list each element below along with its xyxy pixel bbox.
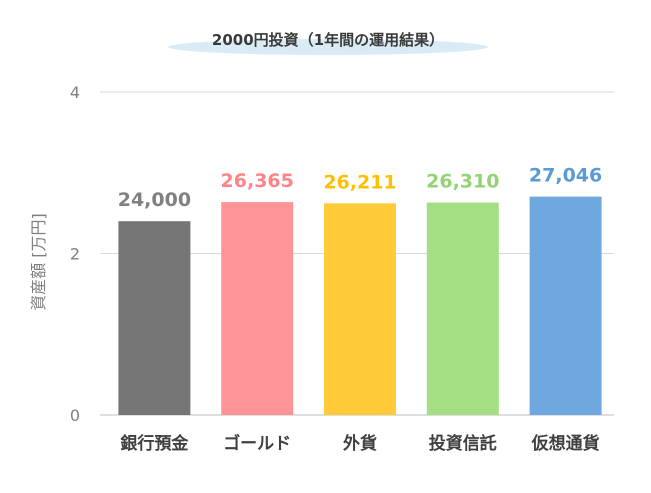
chart-title: 2000円投資（1年間の運用結果） [212,31,444,49]
x-tick-label: ゴールド [223,433,291,454]
y-tick-label: 4 [70,83,80,102]
bar [221,202,294,415]
data-label: 26,365 [221,170,294,192]
bar [529,196,602,415]
x-tick-label: 投資信託 [429,433,497,454]
data-label: 24,000 [118,189,191,211]
data-label: 26,310 [426,171,499,193]
data-labels: 24,000 26,365 26,211 26,310 27,046 [118,165,603,212]
y-tick-label: 0 [70,406,80,425]
x-tick-label: 銀行預金 [120,433,189,454]
bar [324,203,396,415]
data-label: 26,211 [323,171,396,193]
bar [426,202,499,415]
x-tick-labels: 銀行預金 ゴールド 外貨 投資信託 仮想通貨 [120,433,599,454]
data-label: 27,046 [529,165,602,187]
x-tick-label: 仮想通貨 [531,433,600,454]
x-tick-label: 外貨 [343,433,377,454]
title-banner [168,39,488,55]
y-tick-label: 2 [70,245,80,264]
y-axis-label: 資産額 [万円] [29,213,48,311]
bars [118,196,602,415]
y-tick-labels: 0 2 4 [70,83,80,425]
bar [118,221,191,415]
